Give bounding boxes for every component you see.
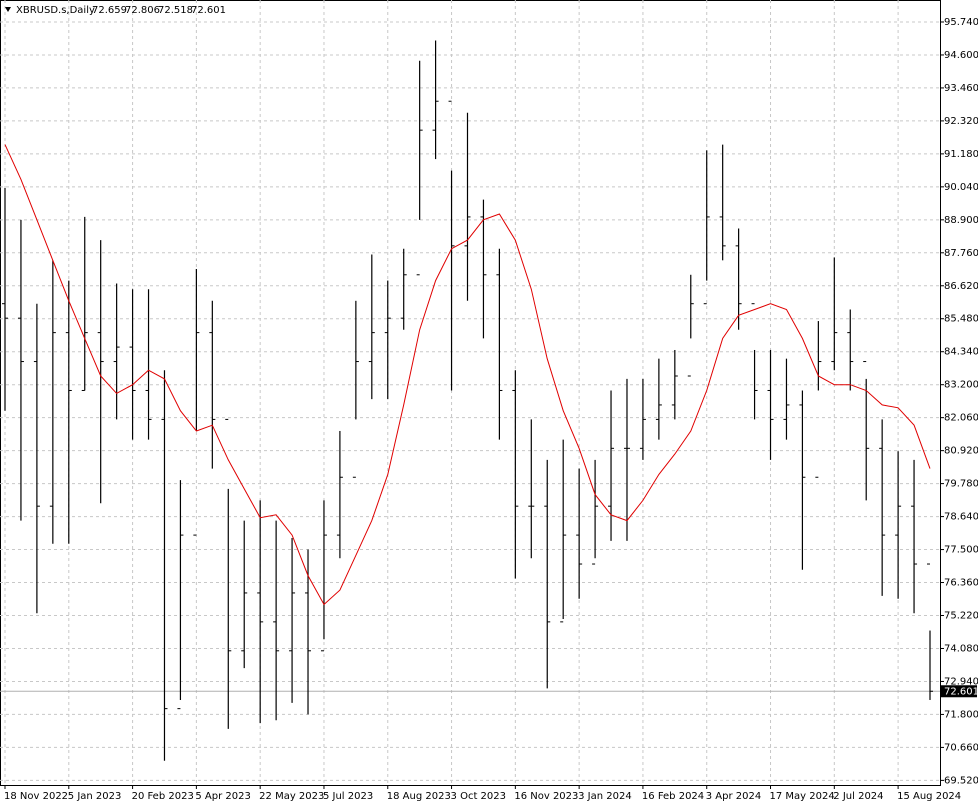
x-tick-label: 16 Nov 2023 bbox=[514, 791, 578, 802]
marks bbox=[2, 40, 933, 761]
y-tick-label: 72.940 bbox=[944, 676, 978, 687]
y-tick-label: 86.620 bbox=[944, 281, 978, 292]
x-tick-label: 16 Feb 2024 bbox=[642, 791, 704, 802]
x-tick-label: 5 Jul 2023 bbox=[323, 791, 373, 802]
header-close: 72.601 bbox=[191, 5, 226, 16]
y-tick-label: 78.640 bbox=[944, 512, 978, 523]
x-tick-label: 3 Apr 2024 bbox=[706, 791, 761, 802]
x-tick-label: 17 May 2024 bbox=[770, 791, 835, 802]
y-tick-label: 95.740 bbox=[944, 17, 978, 28]
x-tick-label: 20 Feb 2023 bbox=[132, 791, 194, 802]
y-tick-label: 79.780 bbox=[944, 479, 978, 490]
y-tick-label: 70.660 bbox=[944, 742, 978, 753]
last-price-box bbox=[941, 685, 977, 698]
y-tick-label: 80.920 bbox=[944, 446, 978, 457]
y-tick-label: 74.080 bbox=[944, 643, 978, 654]
x-tick-label: 18 Nov 2022 bbox=[4, 791, 68, 802]
x-tick-label: 3 Oct 2023 bbox=[451, 791, 506, 802]
x-tick-label: 18 Aug 2023 bbox=[387, 791, 451, 802]
last-price-label: 72.601 bbox=[944, 686, 978, 697]
header-high: 72.806 bbox=[125, 5, 160, 16]
y-tick-label: 71.800 bbox=[944, 709, 978, 720]
y-tick-label: 76.360 bbox=[944, 578, 978, 589]
y-tick-label: 85.480 bbox=[944, 314, 978, 325]
x-tick-label: 22 May 2023 bbox=[259, 791, 324, 802]
x-tick-label: 2 Jul 2024 bbox=[833, 791, 883, 802]
y-tick-label: 69.520 bbox=[944, 775, 978, 786]
y-tick-label: 91.180 bbox=[944, 149, 978, 160]
y-tick-label: 94.600 bbox=[944, 50, 978, 61]
y-tick-label: 93.460 bbox=[944, 83, 978, 94]
x-tick-label: 3 Jan 2024 bbox=[578, 791, 632, 802]
symbol: XBRUSD.s,Daily bbox=[16, 5, 95, 16]
x-tick-label: 15 Aug 2024 bbox=[897, 791, 961, 802]
y-tick-label: 92.320 bbox=[944, 116, 978, 127]
header-open: 72.659 bbox=[92, 5, 127, 16]
x-tick-label: 5 Jan 2023 bbox=[68, 791, 122, 802]
y-tick-label: 83.200 bbox=[944, 380, 978, 391]
y-tick-label: 87.760 bbox=[944, 248, 978, 259]
plot-frame bbox=[0, 0, 941, 786]
y-tick-label: 90.040 bbox=[944, 182, 978, 193]
x-tick-label: 5 Apr 2023 bbox=[195, 791, 250, 802]
y-tick-label: 84.340 bbox=[944, 347, 978, 358]
y-tick-label: 88.900 bbox=[944, 215, 978, 226]
y-tick-label: 75.220 bbox=[944, 611, 978, 622]
menu-arrow[interactable] bbox=[5, 7, 11, 12]
header-low: 72.518 bbox=[158, 5, 193, 16]
y-tick-label: 82.060 bbox=[944, 413, 978, 424]
y-tick-label: 77.500 bbox=[944, 545, 978, 556]
moving-average bbox=[4, 144, 931, 606]
